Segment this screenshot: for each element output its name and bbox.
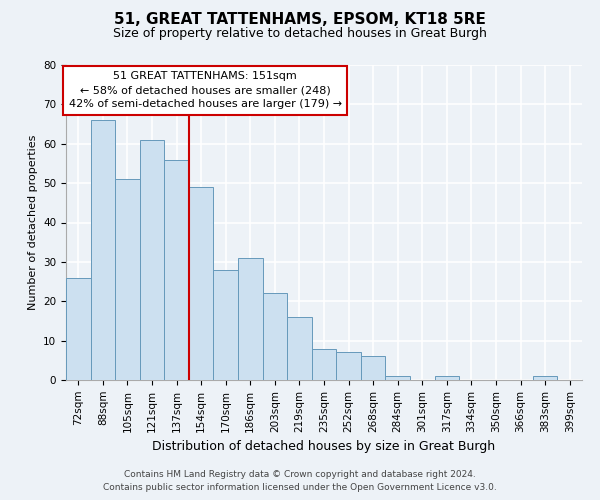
Bar xyxy=(91,120,115,380)
Bar xyxy=(238,258,263,380)
Y-axis label: Number of detached properties: Number of detached properties xyxy=(28,135,38,310)
Bar xyxy=(263,294,287,380)
Text: 51 GREAT TATTENHAMS: 151sqm
← 58% of detached houses are smaller (248)
42% of se: 51 GREAT TATTENHAMS: 151sqm ← 58% of det… xyxy=(69,72,342,110)
Bar xyxy=(385,376,410,380)
Bar xyxy=(287,317,312,380)
Bar xyxy=(336,352,361,380)
Bar xyxy=(164,160,189,380)
Bar xyxy=(214,270,238,380)
Bar xyxy=(312,348,336,380)
Bar xyxy=(115,179,140,380)
Text: Size of property relative to detached houses in Great Burgh: Size of property relative to detached ho… xyxy=(113,28,487,40)
Text: 51, GREAT TATTENHAMS, EPSOM, KT18 5RE: 51, GREAT TATTENHAMS, EPSOM, KT18 5RE xyxy=(114,12,486,28)
Bar xyxy=(434,376,459,380)
Bar xyxy=(189,187,214,380)
Bar xyxy=(140,140,164,380)
Bar xyxy=(66,278,91,380)
Bar xyxy=(533,376,557,380)
X-axis label: Distribution of detached houses by size in Great Burgh: Distribution of detached houses by size … xyxy=(152,440,496,453)
Bar xyxy=(361,356,385,380)
Text: Contains HM Land Registry data © Crown copyright and database right 2024.
Contai: Contains HM Land Registry data © Crown c… xyxy=(103,470,497,492)
